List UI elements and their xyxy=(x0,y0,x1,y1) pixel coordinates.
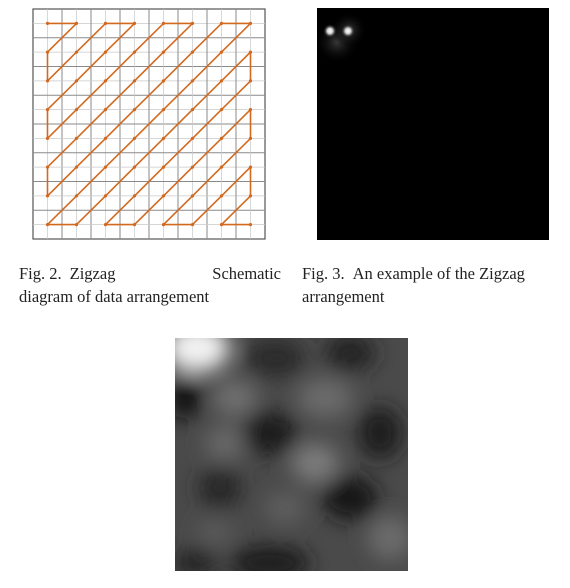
zigzag-point xyxy=(74,79,79,83)
zigzag-point xyxy=(132,21,137,25)
zigzag-point xyxy=(103,136,108,140)
figure-2-caption: Fig. 2. Zigzag Schematic diagram of data … xyxy=(19,262,281,308)
figure-2-title-word: Zigzag xyxy=(69,264,116,283)
zigzag-point xyxy=(161,223,166,227)
zigzag-point xyxy=(74,165,79,169)
zigzag-point xyxy=(248,21,253,25)
zigzag-line xyxy=(46,22,252,226)
zigzag-point xyxy=(103,194,108,198)
zigzag-point xyxy=(45,223,50,227)
zigzag-point xyxy=(45,21,50,25)
zigzag-point xyxy=(161,108,166,112)
bright-spot xyxy=(341,24,355,38)
zigzag-point xyxy=(248,165,253,169)
figure-3-caption-line1: Fig. 3. An example of the Zigzag xyxy=(302,262,566,285)
image-texture xyxy=(175,338,408,571)
zigzag-point xyxy=(74,194,79,198)
figure-2-caption-line1: Fig. 2. Zigzag Schematic xyxy=(19,262,281,285)
zigzag-point xyxy=(219,79,224,83)
zigzag-point xyxy=(190,136,195,140)
zigzag-point xyxy=(248,50,253,54)
zigzag-point xyxy=(219,194,224,198)
zigzag-point xyxy=(161,194,166,198)
zigzag-point xyxy=(74,21,79,25)
zigzag-point xyxy=(132,194,137,198)
zigzag-point xyxy=(45,194,50,198)
zigzag-point xyxy=(190,79,195,83)
figure-2-caption-line2: diagram of data arrangement xyxy=(19,287,210,306)
figure-2-number: Fig. 2. xyxy=(19,264,62,283)
zigzag-point xyxy=(74,136,79,140)
zigzag-point xyxy=(132,79,137,83)
zigzag-path xyxy=(45,21,253,227)
zigzag-point xyxy=(74,50,79,54)
zigzag-point xyxy=(45,79,50,83)
zigzag-point xyxy=(161,79,166,83)
zigzag-point xyxy=(132,108,137,112)
zigzag-point xyxy=(132,50,137,54)
zigzag-point xyxy=(161,50,166,54)
zigzag-point xyxy=(190,194,195,198)
figure-3-title: An example of the Zigzag xyxy=(352,264,525,283)
figure-3-number: Fig. 3. xyxy=(302,264,345,283)
zigzag-point xyxy=(161,165,166,169)
zigzag-point xyxy=(103,79,108,83)
zigzag-point xyxy=(132,136,137,140)
zigzag-point xyxy=(219,108,224,112)
zigzag-point xyxy=(219,50,224,54)
zigzag-point xyxy=(190,108,195,112)
zigzag-point xyxy=(190,165,195,169)
zigzag-point xyxy=(190,223,195,227)
zigzag-schematic-diagram xyxy=(32,8,266,240)
zigzag-point xyxy=(45,108,50,112)
zigzag-point xyxy=(103,50,108,54)
zigzag-point xyxy=(103,21,108,25)
zigzag-point xyxy=(161,21,166,25)
zigzag-point xyxy=(248,136,253,140)
zigzag-point xyxy=(219,136,224,140)
zigzag-point xyxy=(103,165,108,169)
zigzag-point xyxy=(132,165,137,169)
figure-3-caption: Fig. 3. An example of the Zigzag arrangem… xyxy=(302,262,566,308)
figure-3-caption-line2: arrangement xyxy=(302,287,385,306)
zigzag-point xyxy=(103,223,108,227)
zigzag-point xyxy=(74,108,79,112)
zigzag-point xyxy=(161,136,166,140)
zigzag-point xyxy=(248,194,253,198)
zigzag-point xyxy=(74,223,79,227)
zigzag-point xyxy=(103,108,108,112)
zigzag-point xyxy=(190,50,195,54)
zigzag-point xyxy=(248,223,253,227)
zigzag-point xyxy=(45,50,50,54)
zigzag-point xyxy=(219,165,224,169)
zigzag-point xyxy=(45,136,50,140)
zigzag-point xyxy=(219,223,224,227)
figure-2-title-word: Schematic xyxy=(212,264,281,283)
zigzag-point xyxy=(248,108,253,112)
zigzag-point xyxy=(45,165,50,169)
zigzag-point xyxy=(190,21,195,25)
reconstructed-grayscale-image xyxy=(175,338,408,571)
zigzag-example-image xyxy=(317,8,549,240)
zigzag-point xyxy=(219,21,224,25)
zigzag-point xyxy=(248,79,253,83)
bright-spot xyxy=(323,24,337,38)
zigzag-point xyxy=(132,223,137,227)
